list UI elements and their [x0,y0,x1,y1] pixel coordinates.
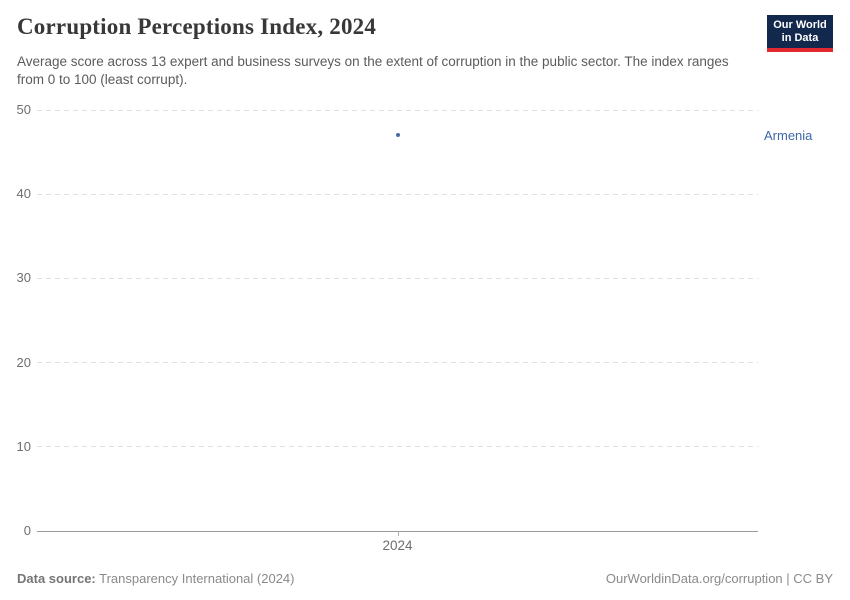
data-source-label: Data source: [17,571,96,586]
y-tick-label-50: 50 [16,102,31,117]
gridline-50 [37,109,758,111]
gridline-40 [37,193,758,195]
chart-subtitle: Average score across 13 expert and busin… [17,54,729,87]
y-axis: 0 10 20 30 40 50 [17,102,31,538]
x-tick-label: 2024 [382,538,413,553]
owid-logo-line1: Our World [773,19,827,31]
gridline-10 [37,446,758,448]
entity-label-armenia[interactable]: Armenia [764,127,813,143]
y-tick-label-30: 30 [16,270,31,286]
y-tick-label-0: 0 [23,523,31,538]
x-tick-mark [397,532,399,536]
owid-logo: Our World in Data [767,15,833,52]
y-tick-label-40: 40 [16,186,31,202]
footer-link: OurWorldinData.org/corruption | CC BY [605,571,833,586]
x-axis-line [37,530,758,532]
gridline-20 [37,362,758,364]
y-tick-label-10: 10 [16,438,31,454]
gridline-30 [37,277,758,279]
chart-footer: Data source: Transparency International … [17,571,833,586]
chart-title: Corruption Perceptions Index, 2024 [17,14,377,39]
data-source-value: Transparency International (2024) [99,571,295,586]
plot-area: 2024 Armenia [37,109,812,553]
y-tick-label-20: 20 [16,354,31,370]
owid-logo-line2: in Data [781,31,819,44]
data-point-armenia[interactable] [395,133,400,138]
data-source: Data source: Transparency International … [17,571,295,586]
